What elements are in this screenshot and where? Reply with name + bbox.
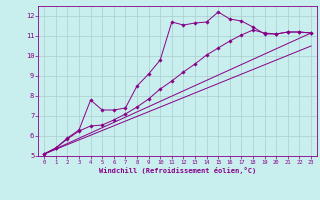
X-axis label: Windchill (Refroidissement éolien,°C): Windchill (Refroidissement éolien,°C) bbox=[99, 167, 256, 174]
